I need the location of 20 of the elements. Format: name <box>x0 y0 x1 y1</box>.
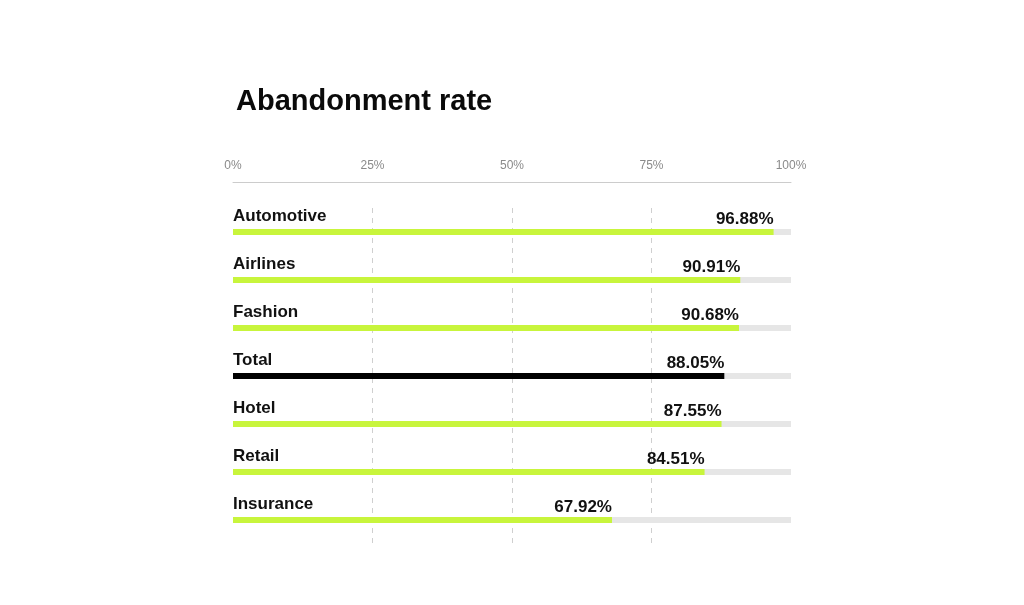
y-tick-label: Automotive <box>233 206 327 225</box>
x-tick-label: 0% <box>224 158 242 172</box>
y-tick-label: Airlines <box>233 254 296 273</box>
y-tick-label: Insurance <box>233 494 314 513</box>
y-tick-label: Total <box>233 350 273 369</box>
data-label: 90.91% <box>682 257 741 276</box>
y-tick-label: Retail <box>233 446 280 465</box>
x-tick-label: 25% <box>360 158 385 172</box>
data-label: 67.92% <box>554 497 612 516</box>
data-label: 90.68% <box>681 305 739 324</box>
data-label: 96.88% <box>715 209 774 228</box>
data-label: 87.55% <box>663 401 722 420</box>
data-label: 88.05% <box>666 353 725 372</box>
x-tick-label: 50% <box>499 158 525 172</box>
chart-title: Abandonment rate <box>236 83 493 116</box>
x-tick-label: 75% <box>639 158 664 172</box>
x-tick-label: 100% <box>775 158 807 172</box>
data-label: 84.51% <box>646 449 705 468</box>
y-tick-label: Hotel <box>233 398 276 417</box>
y-tick-label: Fashion <box>233 302 299 321</box>
